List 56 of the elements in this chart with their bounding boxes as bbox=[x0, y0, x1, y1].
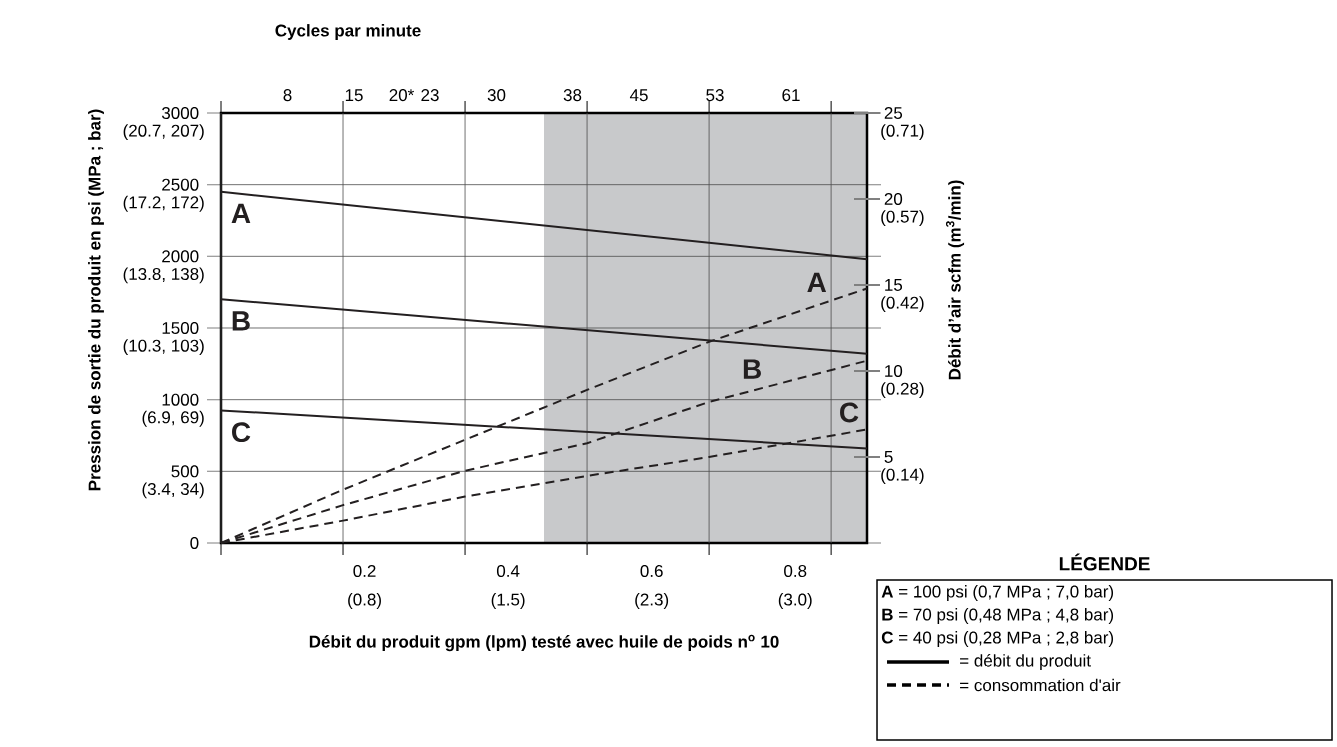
x2-tick-label: 45 bbox=[629, 89, 648, 102]
x-tick-label: 0.8 bbox=[784, 564, 807, 578]
y-tick-label: 2500 bbox=[162, 178, 199, 191]
text: = consommation d'air bbox=[960, 678, 1121, 692]
text: A = 100 psi (0,7 MPa ; 7,0 bar) bbox=[881, 585, 1114, 601]
y-tick-label: 3000 bbox=[161, 106, 199, 120]
y-tick-label: 0 bbox=[190, 536, 199, 550]
series-label: C bbox=[232, 422, 251, 443]
text: (6.9, 69) bbox=[142, 410, 204, 427]
y-tick-label: 2000 bbox=[162, 250, 199, 263]
x2-tick-label: 53 bbox=[706, 89, 724, 102]
x2-tick-label: 38 bbox=[563, 89, 582, 102]
series-label: B bbox=[232, 311, 250, 331]
series-label: C bbox=[840, 402, 859, 423]
x-tick-label: 0.4 bbox=[496, 564, 520, 578]
x2-axis-title: Cycles par minute bbox=[275, 24, 421, 40]
x-tick-label: 0.6 bbox=[640, 564, 663, 578]
text: = débit du produit bbox=[960, 653, 1091, 671]
text: (0.57) bbox=[881, 210, 924, 227]
text: (0.14) bbox=[881, 468, 924, 485]
x2-tick-label: 23 bbox=[421, 89, 439, 102]
text: (17.2, 172) bbox=[123, 195, 204, 212]
series-label: A bbox=[807, 272, 827, 292]
legend-title: LÉGENDE bbox=[1059, 553, 1150, 571]
y-tick-label: 1000 bbox=[162, 393, 199, 406]
x2-tick-label: 8 bbox=[283, 89, 292, 102]
text: (10.3, 103) bbox=[123, 339, 204, 356]
text: (3.4, 34) bbox=[142, 482, 204, 499]
y2-tick-label: 5 bbox=[884, 451, 893, 463]
y-axis-title: Pression de sortie du produit en psi (MPa ; bar) bbox=[88, 109, 104, 491]
text: (2.3) bbox=[635, 593, 669, 609]
text: (3.0) bbox=[778, 593, 812, 609]
x-tick-label: 0.2 bbox=[353, 564, 376, 578]
series-label: B bbox=[743, 359, 761, 379]
text: (20.7, 207) bbox=[123, 124, 204, 141]
text: (1.5) bbox=[491, 593, 525, 609]
x2-tick-label: 30 bbox=[487, 89, 506, 102]
x2-tick-label: 61 bbox=[782, 89, 800, 102]
y2-axis-title: Débit d’air scfm (m$^{3}$/min) bbox=[945, 180, 965, 380]
x2-tick-label: 15 bbox=[345, 89, 363, 102]
text: (0.28) bbox=[881, 382, 924, 399]
y2-tick-label: 25 bbox=[884, 106, 903, 120]
y2-tick-label: 15 bbox=[885, 279, 903, 291]
text: (13.8, 138) bbox=[123, 267, 204, 284]
text: (0.8) bbox=[348, 593, 381, 609]
text: C = 40 psi (0,28 MPa ; 2,8 bar) bbox=[881, 631, 1114, 647]
y2-tick-label: 10 bbox=[885, 364, 903, 378]
x-axis-title: Débit du produit gpm (lpm) testé avec huile de poids n$^{o}$ 10 bbox=[309, 634, 779, 652]
x2-tick-label: 20* bbox=[389, 89, 414, 102]
text: B = 70 psi (0,48 MPa ; 4,8 bar) bbox=[882, 608, 1114, 624]
text: (0.42) bbox=[881, 296, 924, 313]
text: (0.71) bbox=[881, 124, 924, 141]
y-tick-label: 1500 bbox=[162, 321, 199, 335]
y2-tick-label: 20 bbox=[884, 192, 903, 206]
series-label: A bbox=[231, 203, 251, 223]
y-tick-label: 500 bbox=[171, 465, 199, 478]
